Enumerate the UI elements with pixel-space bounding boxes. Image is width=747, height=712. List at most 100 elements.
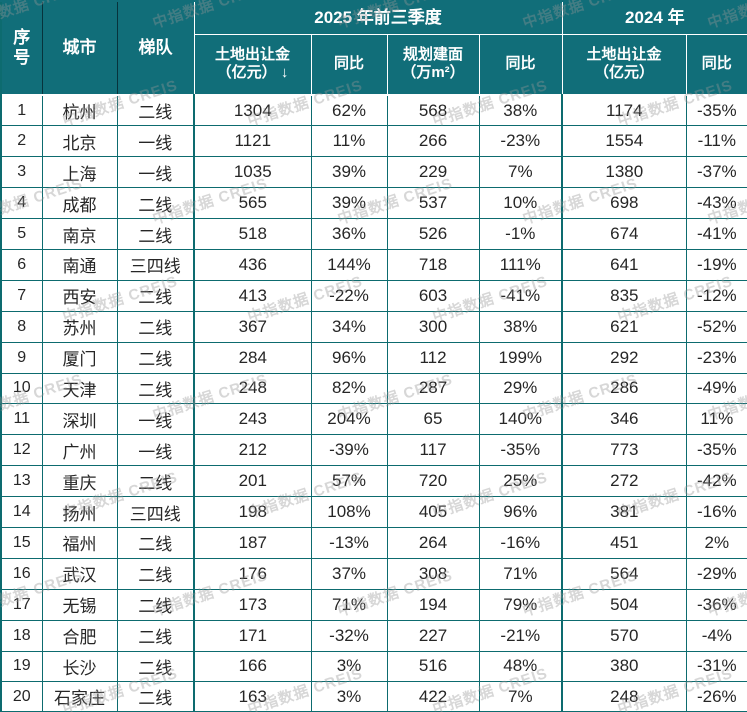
cell-city: 长沙 bbox=[41, 650, 118, 683]
cell-2024-fee: 621 bbox=[561, 310, 687, 343]
cell-2024-fee: 835 bbox=[561, 279, 687, 312]
cell-2024-yoy: -52% bbox=[685, 310, 747, 343]
cell-2025-yoy: 62% bbox=[310, 94, 388, 127]
cell-2024-fee: 272 bbox=[561, 465, 687, 498]
cell-2025-fee: 284 bbox=[193, 341, 312, 374]
cell-2025-fee: 173 bbox=[193, 588, 312, 621]
table-row: 5 南京 二线 518 36% 526 -1% 674 -41% bbox=[0, 218, 747, 250]
cell-2024-yoy: -23% bbox=[685, 341, 747, 374]
table-row: 13 重庆 二线 201 57% 720 25% 272 -42% bbox=[0, 465, 747, 498]
cell-2025-fee: 565 bbox=[193, 187, 312, 220]
cell-city: 石家庄 bbox=[41, 681, 118, 712]
table-row: 7 西安 二线 413 -22% 603 -41% 835 -12% bbox=[0, 279, 747, 312]
table-row: 15 福州 二线 187 -13% 264 -16% 451 2% bbox=[0, 526, 747, 559]
cell-tier: 二线 bbox=[116, 372, 195, 405]
cell-2025-area: 65 bbox=[386, 403, 480, 436]
cell-2024-fee: 292 bbox=[561, 341, 687, 374]
cell-2024-fee: 674 bbox=[561, 218, 687, 250]
cell-2024-fee: 286 bbox=[561, 372, 687, 405]
table-row: 14 扬州 三四线 198 108% 405 96% 381 -16% bbox=[0, 496, 747, 528]
cell-2025-yoy: 36% bbox=[310, 218, 388, 250]
cell-seq: 13 bbox=[0, 465, 43, 498]
cell-tier: 二线 bbox=[116, 557, 195, 590]
cell-2025-area: 405 bbox=[386, 496, 480, 528]
cell-2025-area-yoy: -1% bbox=[478, 218, 563, 250]
cell-2025-area: 194 bbox=[386, 588, 480, 621]
cell-tier: 二线 bbox=[116, 650, 195, 683]
header-seq: 序 号 bbox=[0, 0, 43, 96]
cell-2024-fee: 564 bbox=[561, 557, 687, 590]
cell-2025-yoy: 204% bbox=[310, 403, 388, 436]
cell-city: 扬州 bbox=[41, 496, 118, 528]
cell-2024-yoy: -4% bbox=[685, 619, 747, 652]
cell-city: 南京 bbox=[41, 218, 118, 250]
cell-city: 深圳 bbox=[41, 403, 118, 436]
cell-tier: 二线 bbox=[116, 588, 195, 621]
cell-2025-fee: 212 bbox=[193, 434, 312, 467]
table-header: 序 号 城市 梯队 2025 年前三季度 2024 年 土地出让金 （亿元） ↓… bbox=[0, 0, 747, 96]
cell-2025-yoy: -39% bbox=[310, 434, 388, 467]
cell-2024-yoy: -26% bbox=[685, 681, 747, 712]
cell-city: 厦门 bbox=[41, 341, 118, 374]
cell-seq: 1 bbox=[0, 94, 43, 127]
header-group-2024: 2024 年 bbox=[561, 0, 747, 35]
cell-seq: 12 bbox=[0, 434, 43, 467]
cell-2024-yoy: -35% bbox=[685, 94, 747, 127]
cell-seq: 10 bbox=[0, 372, 43, 405]
cell-city: 武汉 bbox=[41, 557, 118, 590]
cell-seq: 17 bbox=[0, 588, 43, 621]
cell-2025-area: 264 bbox=[386, 526, 480, 559]
cell-2025-fee: 1035 bbox=[193, 156, 312, 189]
cell-2025-area: 266 bbox=[386, 125, 480, 158]
cell-2025-area-yoy: -35% bbox=[478, 434, 563, 467]
cell-city: 上海 bbox=[41, 156, 118, 189]
cell-2025-area: 227 bbox=[386, 619, 480, 652]
cell-tier: 二线 bbox=[116, 94, 195, 127]
header-2025-land-fee[interactable]: 土地出让金 （亿元） ↓ bbox=[193, 33, 312, 96]
cell-2025-area-yoy: 48% bbox=[478, 650, 563, 683]
cell-2024-yoy: -37% bbox=[685, 156, 747, 189]
cell-tier: 二线 bbox=[116, 681, 195, 712]
cell-city: 无锡 bbox=[41, 588, 118, 621]
cell-2025-fee: 413 bbox=[193, 279, 312, 312]
cell-tier: 二线 bbox=[116, 526, 195, 559]
cell-2025-yoy: 144% bbox=[310, 248, 388, 281]
cell-2025-fee: 176 bbox=[193, 557, 312, 590]
cell-2025-yoy: 57% bbox=[310, 465, 388, 498]
cell-2025-area-yoy: 79% bbox=[478, 588, 563, 621]
table-row: 19 长沙 二线 166 3% 516 48% 380 -31% bbox=[0, 650, 747, 683]
cell-2024-fee: 451 bbox=[561, 526, 687, 559]
cell-2025-area-yoy: -16% bbox=[478, 526, 563, 559]
cell-seq: 19 bbox=[0, 650, 43, 683]
cell-seq: 20 bbox=[0, 681, 43, 712]
cell-2025-area-yoy: 71% bbox=[478, 557, 563, 590]
cell-2025-area: 117 bbox=[386, 434, 480, 467]
table-row: 9 厦门 二线 284 96% 112 199% 292 -23% bbox=[0, 341, 747, 374]
header-2024-land-fee: 土地出让金 （亿元） bbox=[561, 33, 687, 96]
cell-seq: 11 bbox=[0, 403, 43, 436]
cell-seq: 8 bbox=[0, 310, 43, 343]
table-row: 20 石家庄 二线 163 3% 422 7% 248 -26% bbox=[0, 681, 747, 712]
cell-seq: 14 bbox=[0, 496, 43, 528]
cell-2024-yoy: -31% bbox=[685, 650, 747, 683]
cell-city: 重庆 bbox=[41, 465, 118, 498]
cell-2024-yoy: 11% bbox=[685, 403, 747, 436]
cell-2025-area-yoy: 96% bbox=[478, 496, 563, 528]
cell-2025-area-yoy: 111% bbox=[478, 248, 563, 281]
cell-2025-area: 526 bbox=[386, 218, 480, 250]
cell-tier: 三四线 bbox=[116, 496, 195, 528]
table-row: 2 北京 一线 1121 11% 266 -23% 1554 -11% bbox=[0, 125, 747, 158]
cell-2024-fee: 380 bbox=[561, 650, 687, 683]
cell-2024-fee: 248 bbox=[561, 681, 687, 712]
cell-2025-area: 422 bbox=[386, 681, 480, 712]
cell-2025-area-yoy: 29% bbox=[478, 372, 563, 405]
cell-2025-area-yoy: 199% bbox=[478, 341, 563, 374]
cell-city: 南通 bbox=[41, 248, 118, 281]
table-row: 8 苏州 二线 367 34% 300 38% 621 -52% bbox=[0, 310, 747, 343]
cell-2025-yoy: -22% bbox=[310, 279, 388, 312]
table-row: 11 深圳 一线 243 204% 65 140% 346 11% bbox=[0, 403, 747, 436]
cell-2024-yoy: -12% bbox=[685, 279, 747, 312]
cell-tier: 二线 bbox=[116, 218, 195, 250]
cell-2025-yoy: 34% bbox=[310, 310, 388, 343]
